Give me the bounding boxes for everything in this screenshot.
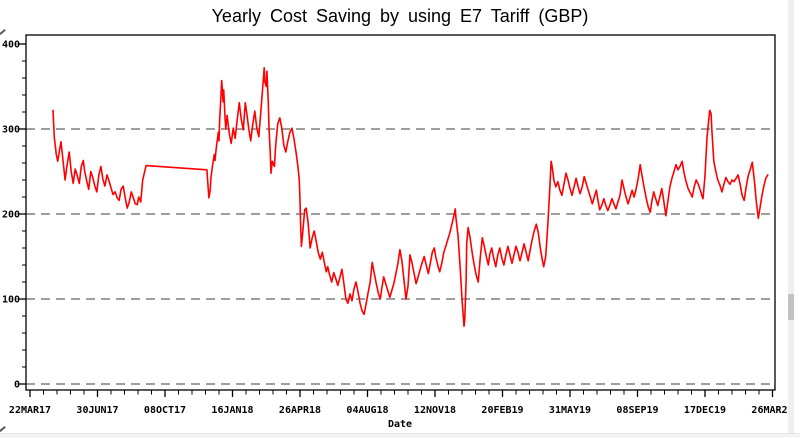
vertical-scrollbar-thumb[interactable] xyxy=(788,294,794,320)
svg-text:16JAN18: 16JAN18 xyxy=(211,405,253,416)
svg-text:08SEP19: 08SEP19 xyxy=(616,405,658,416)
cost-saving-line xyxy=(52,67,769,328)
svg-text:26MAR20: 26MAR20 xyxy=(751,405,793,416)
y-axis-tick-labels: 0 100 200 300 400 xyxy=(2,40,20,391)
vertical-scrollbar-track[interactable] xyxy=(788,0,794,433)
chart-title: Yearly Cost Saving by using E7 Tariff (G… xyxy=(211,6,589,26)
svg-text:20FEB19: 20FEB19 xyxy=(481,405,523,416)
y-axis-ticks xyxy=(19,43,26,385)
svg-text:400: 400 xyxy=(2,40,20,51)
x-axis-ticks xyxy=(29,390,774,397)
svg-text:200: 200 xyxy=(2,210,20,221)
svg-text:08OCT17: 08OCT17 xyxy=(144,405,186,416)
svg-text:0: 0 xyxy=(14,380,20,391)
x-axis-title: Date xyxy=(387,419,413,430)
y-gridlines xyxy=(26,128,775,385)
svg-text:17DEC19: 17DEC19 xyxy=(684,405,726,416)
x-axis-tick-labels: 22MAR17 30JUN17 08OCT17 16JAN18 26APR18 04AUG… xyxy=(9,405,794,416)
svg-text:12NOV18: 12NOV18 xyxy=(414,405,456,416)
svg-text:31MAY19: 31MAY19 xyxy=(549,405,591,416)
svg-text:300: 300 xyxy=(2,125,20,136)
svg-text:100: 100 xyxy=(2,295,20,306)
svg-text:04AUG18: 04AUG18 xyxy=(346,405,388,416)
plot-frame xyxy=(25,34,776,391)
window-bottom-strip xyxy=(0,433,800,438)
svg-text:30JUN17: 30JUN17 xyxy=(76,405,118,416)
svg-text:26APR18: 26APR18 xyxy=(279,405,321,416)
svg-text:22MAR17: 22MAR17 xyxy=(9,405,51,416)
